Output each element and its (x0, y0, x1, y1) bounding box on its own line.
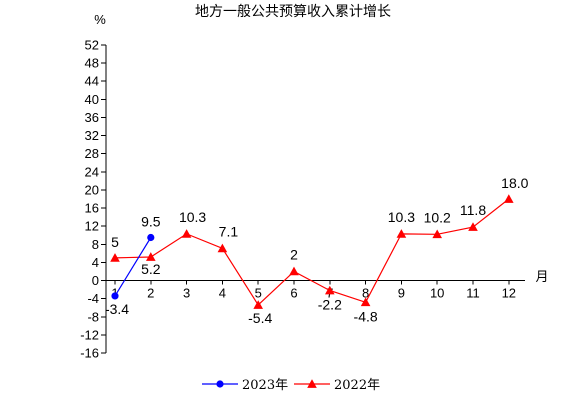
y-tick-label: 16 (85, 201, 99, 216)
data-point (325, 285, 335, 295)
data-point (146, 252, 156, 261)
legend-item: 2023年 (202, 378, 288, 393)
data-point (289, 266, 299, 276)
series-2023年: -3.4 9.5 (105, 214, 161, 317)
series-line (114, 237, 152, 297)
x-tick-label: 3 (183, 286, 190, 301)
data-label: 10.3 (179, 209, 206, 225)
x-tick-label: 9 (398, 286, 405, 301)
data-label: -5.4 (248, 310, 272, 326)
y-tick-label: 28 (85, 146, 99, 161)
legend: 2023年 2022年 (202, 378, 380, 393)
data-label: 7.1 (219, 223, 239, 239)
y-tick-label: 24 (85, 164, 99, 179)
y-tick-label: 0 (92, 273, 99, 288)
data-label: 5.2 (141, 261, 161, 277)
legend-label: 2022年 (334, 378, 380, 393)
data-point (111, 292, 119, 300)
x-tick-label: 11 (466, 286, 480, 301)
data-point (396, 229, 407, 238)
y-tick-label: 48 (85, 56, 99, 71)
x-tick-label: 4 (219, 286, 226, 301)
data-point (468, 222, 478, 231)
series-2022年: 5 5.2 10.3 7.1 -5.4 2 -2.2 -4.8 10.3 10.2 11.8 18.0 (110, 175, 529, 326)
data-label: 18.0 (501, 175, 528, 191)
data-point (147, 233, 155, 242)
x-tick-label: 8 (362, 286, 369, 301)
data-point (360, 297, 371, 307)
data-label: -4.8 (354, 308, 378, 324)
series-line (114, 198, 510, 306)
data-label: 2 (290, 246, 298, 262)
chart-title: 地方一般公共预算收入累计增长 (195, 4, 391, 20)
data-point (504, 194, 514, 203)
y-tick-label: 12 (85, 219, 99, 234)
data-label: 5 (111, 234, 119, 250)
legend-marker (307, 379, 317, 388)
y-axis-unit: % (94, 12, 106, 27)
data-point (432, 229, 442, 239)
x-axis-unit: 月 (535, 269, 548, 284)
y-tick-label: 8 (92, 237, 99, 252)
data-point (181, 229, 192, 238)
data-label: 11.8 (460, 202, 486, 218)
legend-item: 2022年 (294, 378, 380, 393)
y-tick-label: 36 (85, 110, 99, 125)
y-tick-label: -12 (80, 327, 99, 342)
data-label: -2.2 (318, 296, 342, 312)
legend-label: 2023年 (242, 378, 288, 393)
y-tick-label: 32 (85, 128, 99, 143)
axes: -16-12-8-4048121620242832364044485212345… (80, 38, 525, 361)
series-group: 5 5.2 10.3 7.1 -5.4 2 -2.2 -4.8 10.3 10.2 11.8 18.0… (105, 175, 529, 326)
y-tick-label: 4 (92, 255, 99, 270)
y-tick-label: 52 (85, 38, 99, 53)
data-label: 9.5 (141, 214, 161, 230)
x-tick-label: 5 (255, 286, 262, 301)
legend-marker (216, 380, 224, 388)
y-tick-label: -16 (80, 346, 99, 361)
x-tick-label: 6 (290, 286, 297, 301)
data-point (110, 253, 120, 262)
data-label: 10.2 (424, 209, 451, 225)
y-tick-label: -4 (87, 291, 99, 306)
x-tick-label: 10 (430, 286, 444, 301)
x-tick-label: 12 (502, 286, 516, 301)
y-tick-label: 20 (85, 182, 99, 197)
data-label: -3.4 (105, 301, 129, 317)
data-label: 10.3 (388, 209, 415, 225)
data-point (253, 300, 263, 309)
data-point (217, 243, 228, 253)
y-tick-label: 40 (85, 92, 99, 107)
y-tick-label: -8 (87, 309, 99, 324)
y-tick-label: 44 (85, 74, 99, 89)
x-tick-label: 2 (147, 286, 154, 301)
